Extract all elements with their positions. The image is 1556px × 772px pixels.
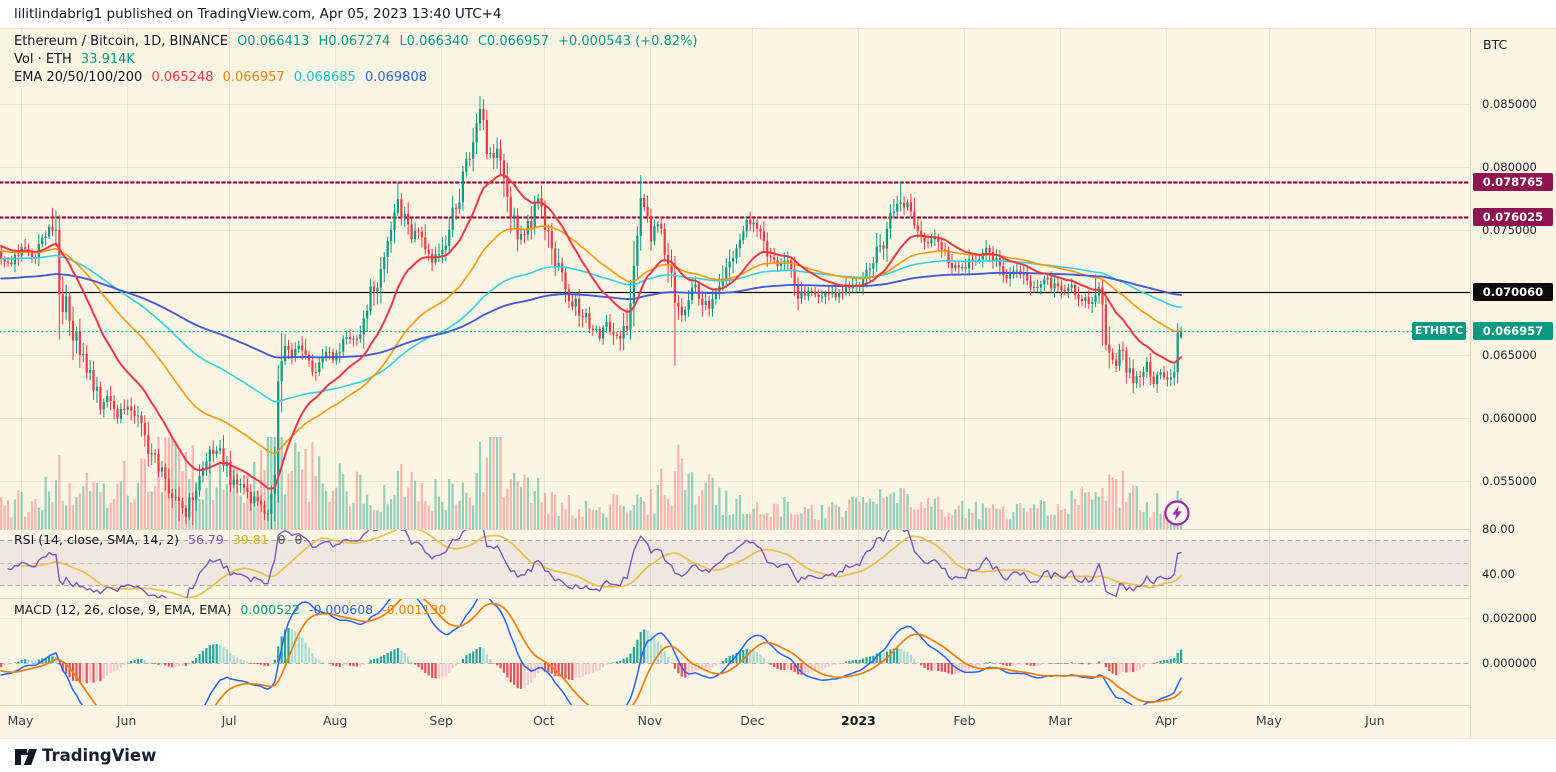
ohlc-change: +0.000543 (+0.82%) bbox=[558, 34, 698, 49]
time-axis-month-label[interactable]: Apr bbox=[1155, 713, 1178, 728]
rsi-label: RSI (14, close, SMA, 14, 2) bbox=[14, 532, 180, 547]
time-axis-month-label[interactable]: Sep bbox=[429, 713, 453, 728]
publish-info: lilitlindabrig1 published on TradingView… bbox=[14, 6, 502, 22]
rsi-tick-label: 40.00 bbox=[1482, 567, 1515, 581]
ohlc-close: C0.066957 bbox=[477, 34, 549, 49]
time-axis-month-label[interactable]: May bbox=[1255, 713, 1282, 728]
ema100-value: 0.068685 bbox=[293, 70, 356, 85]
volume-label: Vol · ETH bbox=[14, 52, 72, 67]
time-axis-month-label[interactable]: Aug bbox=[322, 713, 348, 728]
time-axis-month-label[interactable]: Mar bbox=[1048, 713, 1072, 728]
footer-brand[interactable]: TradingView bbox=[42, 746, 157, 765]
rsi-ma-value: 39.81 bbox=[232, 532, 269, 547]
publish-header: lilitlindabrig1 published on TradingView… bbox=[0, 0, 1556, 28]
rsi-tick-label: 80.00 bbox=[1482, 522, 1515, 536]
boost-lightning-icon[interactable] bbox=[1162, 498, 1192, 528]
ohlc-high: H0.067274 bbox=[318, 34, 391, 49]
ohlc-low: L0.066340 bbox=[399, 34, 469, 49]
axis-currency-label: BTC bbox=[1483, 37, 1508, 52]
symbol-title: Ethereum / Bitcoin, 1D, BINANCE bbox=[14, 34, 228, 49]
time-axis-month-label[interactable]: Nov bbox=[637, 713, 662, 728]
macd-hist-value: 0.000522 bbox=[240, 602, 300, 617]
volume-value: 33.914K bbox=[80, 52, 135, 67]
last-price-symbol-badge: ETHBTC bbox=[1412, 321, 1466, 340]
macd-legend[interactable]: MACD (12, 26, close, 9, EMA, EMA) 0.0005… bbox=[14, 602, 451, 617]
level-price-badge: 0.078765 bbox=[1473, 173, 1553, 192]
volume-legend[interactable]: Vol · ETH 33.914K bbox=[14, 52, 140, 67]
price-tick-label: 0.075000 bbox=[1482, 222, 1537, 237]
footer: TradingView bbox=[0, 738, 1556, 772]
price-tick-label: 0.060000 bbox=[1482, 411, 1537, 425]
ema-label: EMA 20/50/100/200 bbox=[14, 70, 143, 85]
ema-legend[interactable]: EMA 20/50/100/200 0.065248 0.066957 0.06… bbox=[14, 70, 432, 85]
price-tick-label: 0.055000 bbox=[1482, 473, 1537, 488]
price-axis[interactable]: BTC 0.085000 0.080000 0.075000 0.065000 0.06… bbox=[1470, 28, 1556, 738]
price-tick-label: 0.080000 bbox=[1482, 159, 1537, 174]
time-axis-month-label[interactable]: Jul bbox=[221, 713, 237, 728]
rsi-band-zero-2: 0 bbox=[294, 532, 303, 547]
price-chart-canvas[interactable] bbox=[0, 29, 1470, 739]
chart-region: Ethereum / Bitcoin, 1D, BINANCE O0.06641… bbox=[0, 28, 1470, 739]
time-axis-month-label[interactable]: 2023 bbox=[841, 713, 876, 728]
level-price-badge: 0.076025 bbox=[1473, 207, 1553, 226]
rsi-value: 56.79 bbox=[188, 532, 224, 547]
tradingview-logo[interactable] bbox=[14, 747, 38, 767]
macd-tick-label: 0.002000 bbox=[1482, 611, 1537, 625]
time-axis-month-label[interactable]: Oct bbox=[532, 713, 555, 728]
time-axis-month-label[interactable]: Feb bbox=[953, 713, 976, 728]
time-axis-month-label[interactable]: Jun bbox=[1365, 713, 1385, 728]
ema200-value: 0.069808 bbox=[364, 70, 427, 85]
macd-label: MACD (12, 26, close, 9, EMA, EMA) bbox=[14, 602, 232, 617]
price-tick-label: 0.065000 bbox=[1482, 348, 1537, 363]
ohlc-open: O0.066413 bbox=[237, 34, 310, 49]
rsi-band-zero-1: 0 bbox=[277, 532, 286, 547]
price-tick-label: 0.085000 bbox=[1482, 97, 1537, 111]
macd-tick-label: 0.000000 bbox=[1482, 656, 1537, 670]
time-axis-month-label[interactable]: Dec bbox=[740, 713, 765, 728]
rsi-legend[interactable]: RSI (14, close, SMA, 14, 2) 56.79 39.81 … bbox=[14, 532, 308, 547]
symbol-legend[interactable]: Ethereum / Bitcoin, 1D, BINANCE O0.06641… bbox=[14, 34, 703, 49]
macd-signal-value: -0.001130 bbox=[382, 602, 447, 617]
ema50-value: 0.066957 bbox=[222, 70, 285, 85]
macd-line-value: -0.000608 bbox=[308, 602, 374, 617]
level-price-badge: 0.070060 bbox=[1473, 282, 1553, 301]
ema20-value: 0.065248 bbox=[151, 70, 214, 85]
last-price-badge: 0.066957 bbox=[1473, 321, 1553, 340]
time-axis-month-label[interactable]: May bbox=[7, 713, 34, 728]
time-axis-month-label[interactable]: Jun bbox=[116, 713, 137, 728]
